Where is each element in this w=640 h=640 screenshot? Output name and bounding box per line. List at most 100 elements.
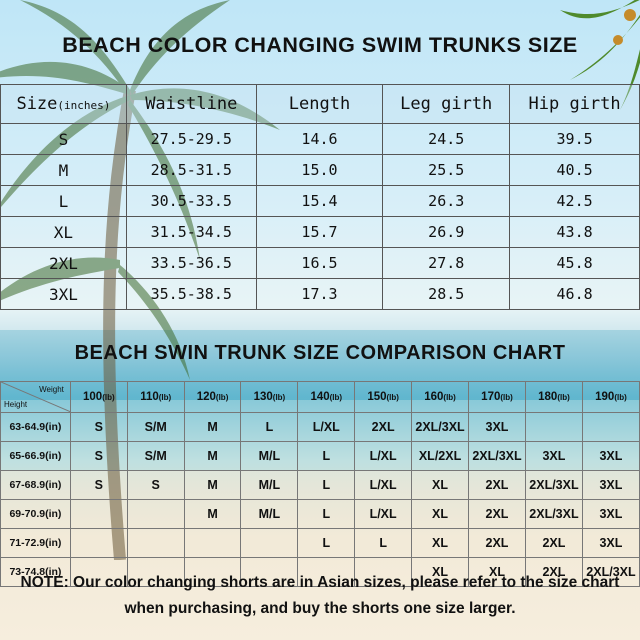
size-recommendation-cell: L/XL: [354, 470, 413, 500]
weight-value: 100: [83, 391, 103, 403]
height-range-cell: 71-72.9(in): [0, 528, 71, 558]
size-table: Size(inches) Waistline Length Leg girth …: [0, 84, 640, 310]
size-recommendation-cell: 3XL: [581, 441, 640, 471]
weight-header-180: 180(lb): [524, 381, 583, 413]
weight-unit: (lb): [158, 393, 172, 402]
size-recommendation-cell: 3XL: [581, 470, 640, 500]
note-text: Our color changing shorts are in Asian s…: [68, 574, 620, 617]
size-recommendation-cell: M: [183, 499, 242, 529]
height-unit: (in): [45, 421, 62, 433]
header-waistline: Waistline: [125, 84, 257, 124]
corner-diagonal: [1, 382, 71, 412]
size-recommendation-cell: XL: [411, 528, 470, 558]
size-recommendation-cell: XL: [411, 499, 470, 529]
size-recommendation-cell: XL: [411, 470, 470, 500]
weight-unit: (lb): [386, 393, 399, 402]
leg-girth-cell: 27.8: [382, 247, 511, 279]
height-unit: (in): [45, 450, 62, 462]
size-recommendation-cell: XL/2XL: [411, 441, 470, 471]
size-recommendation-cell: L: [297, 528, 356, 558]
header-leg-girth: Leg girth: [382, 84, 511, 124]
size-recommendation-cell: L: [297, 499, 356, 529]
weight-value: 190: [595, 391, 615, 403]
waistline-cell: 31.5-34.5: [125, 216, 257, 248]
size-recommendation-cell: 2XL/3XL: [524, 499, 583, 529]
weight-value: 160: [424, 391, 444, 403]
header-hip-girth: Hip girth: [509, 84, 640, 124]
height-range-cell: 73-74.8(in): [0, 557, 71, 587]
table-row: 3XL 35.5-38.5 17.3 28.5 46.8: [0, 278, 640, 310]
size-recommendation-cell: [297, 557, 356, 587]
size-recommendation-cell: [126, 528, 185, 558]
size-cell: S: [0, 123, 127, 155]
length-cell: 15.0: [255, 154, 384, 186]
weight-header-110: 110(lb): [126, 381, 185, 413]
table-row: 73-74.8(in) XL XL 2XL 2XL/3XL: [0, 557, 640, 587]
weight-unit: (lb): [329, 393, 343, 402]
height-value: 71-72.9: [9, 537, 46, 549]
comparison-chart-title: BEACH SWIN TRUNK SIZE COMPARISON CHART: [74, 342, 566, 364]
table-row: 2XL 33.5-36.5 16.5 27.8 45.8: [0, 247, 640, 279]
waistline-cell: 27.5-29.5: [125, 123, 257, 155]
size-recommendation-cell: M: [183, 441, 242, 471]
weight-value: 150: [367, 391, 387, 403]
table-row: 67-68.9(in) S S M M/L L L/XL XL 2XL 2XL/3XL 3XL: [0, 470, 640, 500]
weight-header-170: 170(lb): [468, 381, 526, 413]
table-row: 69-70.9(in) M M/L L L/XL XL 2XL 2XL/3XL 3XL: [0, 499, 640, 529]
size-recommendation-cell: [240, 528, 299, 558]
size-recommendation-cell: M: [183, 470, 242, 500]
weight-value: 170: [481, 391, 501, 403]
weight-unit: (lb): [557, 393, 570, 402]
weight-height-corner: Weight Height: [0, 381, 71, 413]
size-recommendation-cell: S: [69, 441, 128, 471]
size-recommendation-cell: M/L: [240, 470, 299, 500]
height-value: 63-64.9: [9, 421, 46, 433]
size-recommendation-cell: 2XL: [468, 499, 526, 529]
size-cell: XL: [0, 216, 127, 248]
size-cell: M: [0, 154, 127, 186]
size-recommendation-cell: [126, 499, 185, 529]
size-recommendation-cell: S: [126, 470, 185, 500]
note-label: NOTE:: [20, 574, 69, 591]
table-row: 63-64.9(in) S S/M M L L/XL 2XL 2XL/3XL 3XL: [0, 412, 640, 442]
size-recommendation-cell: M/L: [240, 441, 299, 471]
size-recommendation-cell: L/XL: [297, 412, 356, 442]
weight-header-160: 160(lb): [411, 381, 470, 413]
waistline-cell: 35.5-38.5: [125, 278, 257, 310]
size-recommendation-cell: L: [354, 528, 413, 558]
weight-unit: (lb): [272, 393, 286, 402]
weight-unit: (lb): [614, 393, 627, 402]
weight-header-190: 190(lb): [581, 381, 640, 413]
size-recommendation-cell: [69, 528, 128, 558]
weight-header-130: 130(lb): [240, 381, 299, 413]
size-recommendation-cell: 2XL: [524, 528, 583, 558]
hip-girth-cell: 43.8: [509, 216, 640, 248]
weight-unit: (lb): [443, 393, 456, 402]
height-range-cell: 67-68.9(in): [0, 470, 71, 500]
size-recommendation-cell: [240, 557, 299, 587]
weight-unit: (lb): [500, 393, 513, 402]
leg-girth-cell: 24.5: [382, 123, 511, 155]
weight-header-120: 120(lb): [183, 381, 242, 413]
size-recommendation-cell: 2XL: [468, 528, 526, 558]
size-cell: 2XL: [0, 247, 127, 279]
weight-header-140: 140(lb): [297, 381, 356, 413]
table-row: L 30.5-33.5 15.4 26.3 42.5: [0, 185, 640, 217]
size-recommendation-cell: 2XL: [524, 557, 583, 587]
weight-header-100: 100(lb): [69, 381, 128, 413]
weight-value: 110: [140, 391, 159, 403]
hip-girth-cell: 42.5: [509, 185, 640, 217]
size-chart-title: BEACH COLOR CHANGING SWIM TRUNKS SIZE: [62, 33, 578, 57]
size-recommendation-cell: XL: [411, 557, 470, 587]
hip-girth-cell: 39.5: [509, 123, 640, 155]
weight-header-150: 150(lb): [354, 381, 413, 413]
height-range-cell: 65-66.9(in): [0, 441, 71, 471]
size-recommendation-cell: M/L: [240, 499, 299, 529]
table-row: XL 31.5-34.5 15.7 26.9 43.8: [0, 216, 640, 248]
size-recommendation-cell: 3XL: [524, 441, 583, 471]
size-recommendation-cell: 2XL/3XL: [581, 557, 640, 587]
size-recommendation-cell: [183, 528, 242, 558]
length-cell: 17.3: [255, 278, 384, 310]
comparison-table: Weight Height 100(lb) 110(lb) 120(lb) 130(l…: [0, 381, 640, 587]
size-recommendation-cell: 3XL: [468, 412, 526, 442]
